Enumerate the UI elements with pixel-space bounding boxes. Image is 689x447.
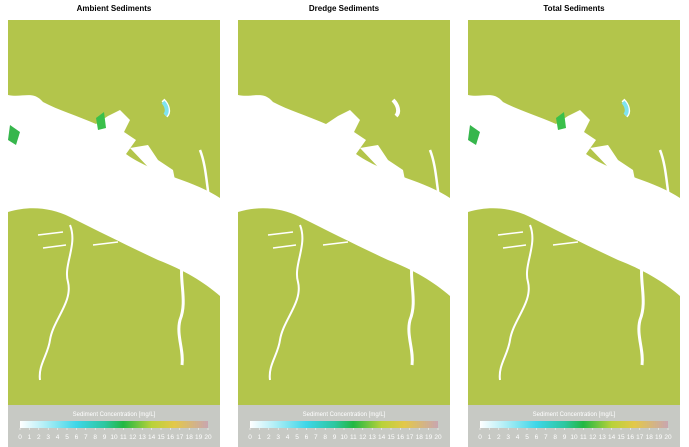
- colorbar-tick-label: 5: [295, 434, 299, 441]
- colorbar-tick-label: 0: [18, 434, 22, 441]
- colorbar: Sediment Concentration [mg/L]0 1 2 3 4 5 6 7 8 9 1…: [8, 405, 220, 447]
- colorbar-tick-label: 18: [416, 434, 424, 441]
- colorbar-tick-label: 16: [627, 434, 635, 441]
- panel-title: Ambient Sediments: [77, 4, 152, 13]
- colorbar-label: Sediment Concentration [mg/L]: [303, 412, 386, 418]
- colorbar-tick-label: 8: [323, 434, 327, 441]
- colorbar: Sediment Concentration [mg/L]0 1 2 3 4 5 6 7 8 9 1…: [468, 405, 680, 447]
- colorbar-label: Sediment Concentration [mg/L]: [73, 412, 156, 418]
- panel: Total Sediments Sediment Concentration […: [468, 4, 680, 447]
- colorbar-tick-label: 15: [157, 434, 165, 441]
- colorbar-tick-label: 10: [110, 434, 118, 441]
- colorbar-tick-label: 6: [75, 434, 79, 441]
- colorbar-tick-label: 13: [599, 434, 607, 441]
- colorbar-tick-label: 16: [167, 434, 175, 441]
- colorbar-tick-label: 2: [267, 434, 271, 441]
- colorbar-tick-label: 15: [387, 434, 395, 441]
- colorbar-tick-label: 4: [516, 434, 520, 441]
- colorbar: Sediment Concentration [mg/L]0 1 2 3 4 5 6 7 8 9 1…: [238, 405, 450, 447]
- panel-title: Dredge Sediments: [309, 4, 380, 13]
- colorbar-tick-label: 0: [248, 434, 252, 441]
- colorbar-tick-label: 3: [46, 434, 50, 441]
- colorbar-tick-label: 6: [305, 434, 309, 441]
- colorbar-scale: [250, 421, 438, 428]
- colorbar-tick-label: 14: [378, 434, 386, 441]
- colorbar-tick-label: 19: [195, 434, 203, 441]
- colorbar-tick-label: 5: [65, 434, 69, 441]
- colorbar-tick-label: 20: [204, 434, 212, 441]
- colorbar-tick-label: 11: [120, 434, 127, 441]
- colorbar-tick-label: 7: [314, 434, 318, 441]
- colorbar-tick-label: 1: [488, 434, 492, 441]
- colorbar-scale: [480, 421, 668, 428]
- colorbar-tick-label: 10: [570, 434, 578, 441]
- colorbar-tick-label: 14: [148, 434, 156, 441]
- colorbar-tick-label: 13: [369, 434, 377, 441]
- panel: Ambient Sediments Sediment Concentration…: [8, 4, 220, 447]
- colorbar-tick-label: 19: [425, 434, 433, 441]
- colorbar-tick-label: 0: [478, 434, 482, 441]
- colorbar-scale: [20, 421, 208, 428]
- colorbar-tick-label: 4: [286, 434, 290, 441]
- colorbar-tick-label: 3: [506, 434, 510, 441]
- panel-title: Total Sediments: [543, 4, 605, 13]
- colorbar-tick-label: 9: [563, 434, 567, 441]
- colorbar-tick-label: 9: [103, 434, 107, 441]
- colorbar-tick-label: 20: [664, 434, 672, 441]
- colorbar-tick-label: 4: [56, 434, 60, 441]
- colorbar-tick-label: 2: [37, 434, 41, 441]
- colorbar-tick-label: 8: [93, 434, 97, 441]
- colorbar-tick-label: 11: [580, 434, 587, 441]
- colorbar-tick-label: 7: [84, 434, 88, 441]
- colorbar-tick-label: 9: [333, 434, 337, 441]
- colorbar-tick-label: 6: [535, 434, 539, 441]
- colorbar-tick-label: 1: [258, 434, 262, 441]
- colorbar-tick-label: 18: [186, 434, 194, 441]
- colorbar-tick-label: 13: [139, 434, 147, 441]
- colorbar-tick-label: 12: [129, 434, 137, 441]
- colorbar-tick-label: 17: [406, 434, 414, 441]
- colorbar-tick-label: 11: [350, 434, 357, 441]
- colorbar-tick-label: 17: [636, 434, 644, 441]
- colorbar-tick-label: 8: [553, 434, 557, 441]
- colorbar-tick-label: 5: [525, 434, 529, 441]
- colorbar-tick-label: 19: [655, 434, 663, 441]
- colorbar-tick-label: 14: [608, 434, 616, 441]
- panel: Dredge Sediments Sediment Concentration …: [236, 4, 452, 447]
- colorbar-label: Sediment Concentration [mg/L]: [533, 412, 616, 418]
- colorbar-tick-label: 1: [28, 434, 32, 441]
- colorbar-tick-label: 17: [176, 434, 184, 441]
- colorbar-tick-label: 2: [497, 434, 501, 441]
- colorbar-tick-label: 20: [434, 434, 442, 441]
- colorbar-tick-label: 15: [617, 434, 625, 441]
- colorbar-tick-label: 18: [646, 434, 654, 441]
- colorbar-tick-label: 7: [544, 434, 548, 441]
- colorbar-tick-label: 12: [589, 434, 597, 441]
- colorbar-tick-label: 12: [359, 434, 367, 441]
- colorbar-tick-label: 16: [397, 434, 405, 441]
- colorbar-tick-label: 3: [276, 434, 280, 441]
- colorbar-tick-label: 10: [340, 434, 348, 441]
